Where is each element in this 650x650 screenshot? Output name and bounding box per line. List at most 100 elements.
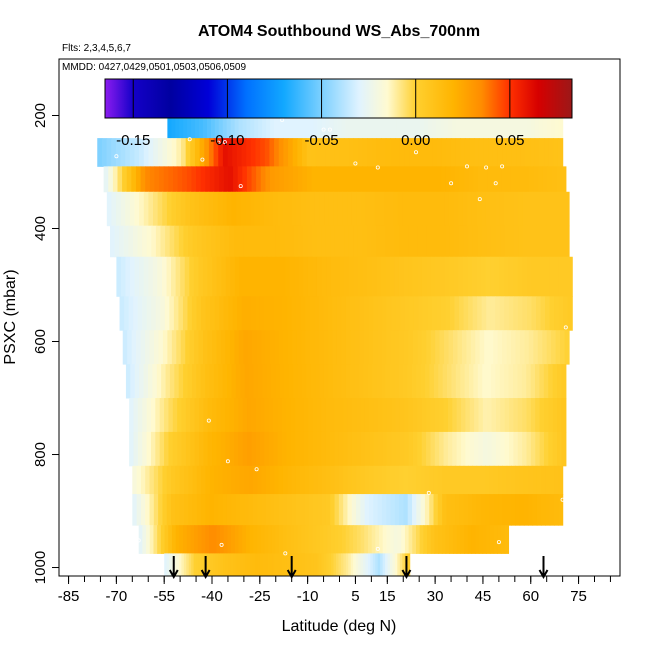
heatmap-cell — [510, 166, 516, 193]
heatmap-cell — [522, 431, 528, 467]
heatmap-cell — [560, 330, 566, 365]
heatmap-cell — [421, 431, 427, 467]
heatmap-cell — [302, 166, 308, 193]
heatmap-cell — [483, 138, 489, 167]
sample-point — [123, 529, 128, 534]
heatmap-cell — [459, 296, 465, 331]
heatmap-cell — [157, 525, 162, 554]
heatmap-cell — [111, 191, 117, 227]
heatmap-cell — [353, 109, 358, 139]
heatmap-cell — [416, 109, 421, 139]
heatmap-cell — [444, 109, 449, 139]
heatmap-cell — [165, 225, 171, 258]
heatmap-cell — [265, 330, 271, 365]
heatmap-cell — [337, 109, 342, 139]
heatmap-cell — [163, 166, 169, 193]
heatmap-cell — [512, 256, 519, 297]
heatmap-cell — [268, 398, 274, 433]
heatmap-cell — [295, 431, 301, 467]
heatmap-cell — [330, 166, 336, 193]
heatmap-cell — [493, 494, 499, 526]
heatmap-cell — [411, 364, 417, 399]
heatmap-cell — [142, 225, 148, 258]
heatmap-cell — [205, 296, 211, 331]
heatmap-cell — [449, 525, 454, 554]
heatmap-cell — [222, 494, 228, 526]
heatmap-cell — [193, 553, 197, 577]
heatmap-cell — [179, 465, 185, 495]
heatmap-cell — [246, 296, 252, 331]
heatmap-cell — [449, 256, 455, 297]
heatmap-cell — [381, 494, 387, 526]
colorbar-tick-label: 0.05 — [495, 132, 524, 149]
heatmap-cell — [200, 364, 206, 399]
heatmap-cell — [241, 138, 247, 167]
heatmap-cell — [282, 525, 288, 554]
heatmap-cell — [362, 166, 368, 193]
heatmap-cell — [179, 494, 185, 526]
heatmap-cell — [277, 191, 284, 227]
heatmap-cell — [432, 109, 437, 139]
heatmap-cell — [471, 256, 478, 297]
heatmap-cell — [447, 364, 453, 399]
heatmap-cell — [278, 330, 284, 365]
heatmap-cell — [282, 494, 288, 526]
heatmap-cell — [285, 256, 291, 297]
heatmap-cell — [206, 109, 212, 139]
heatmap-cell — [340, 553, 344, 577]
heatmap-cell — [408, 398, 414, 433]
heatmap-cell — [484, 330, 490, 365]
heatmap-cell — [567, 256, 573, 297]
heatmap-cell — [120, 138, 126, 167]
heatmap-cell — [537, 330, 543, 365]
heatmap-cell — [196, 296, 202, 331]
heatmap-cell — [136, 465, 142, 495]
heatmap-cell — [361, 109, 366, 139]
heatmap-cell — [413, 166, 419, 193]
heatmap-cell — [194, 431, 200, 467]
heatmap-cell — [417, 398, 423, 433]
heatmap-cell — [500, 225, 506, 258]
heatmap-cell — [242, 525, 247, 554]
heatmap-cell — [220, 553, 224, 577]
heatmap-cell — [249, 525, 254, 554]
heatmap-cell — [214, 494, 219, 526]
heatmap-cell — [257, 494, 262, 526]
heatmap-cell — [255, 398, 261, 433]
heatmap-cell — [270, 330, 276, 365]
heatmap-cell — [183, 525, 188, 554]
heatmap-cell — [291, 191, 297, 227]
heatmap-cell — [296, 330, 302, 365]
heatmap-cell — [246, 138, 252, 167]
heatmap-cell — [120, 256, 127, 297]
heatmap-cell — [351, 431, 357, 467]
heatmap-cell — [448, 330, 454, 365]
heatmap-cell — [125, 191, 131, 227]
heatmap-cell — [453, 191, 459, 227]
heatmap-cell — [481, 256, 487, 297]
heatmap-cell — [412, 398, 418, 433]
heatmap-cell — [517, 398, 523, 433]
heatmap-cell — [441, 166, 447, 193]
heatmap-cell — [399, 431, 405, 467]
heatmap-cell — [493, 330, 499, 365]
heatmap-cell — [257, 553, 261, 577]
heatmap-cell — [205, 525, 210, 554]
heatmap-cell — [506, 465, 512, 495]
heatmap-cell — [303, 431, 309, 467]
heatmap-cell — [450, 494, 456, 526]
heatmap-cell — [225, 553, 229, 577]
heatmap-cell — [312, 256, 318, 297]
heatmap-cell — [407, 465, 413, 495]
heatmap-cell — [412, 330, 418, 365]
heatmap-cell — [425, 191, 431, 227]
heatmap-cell — [382, 296, 388, 331]
heatmap-cell — [299, 431, 305, 467]
heatmap-cell — [298, 225, 304, 258]
heatmap-cell — [176, 553, 180, 577]
heatmap-cell — [196, 166, 202, 193]
heatmap-cell — [326, 256, 332, 297]
heatmap-cell — [372, 553, 376, 577]
heatmap-cell — [297, 166, 303, 193]
heatmap-cell — [356, 494, 361, 526]
